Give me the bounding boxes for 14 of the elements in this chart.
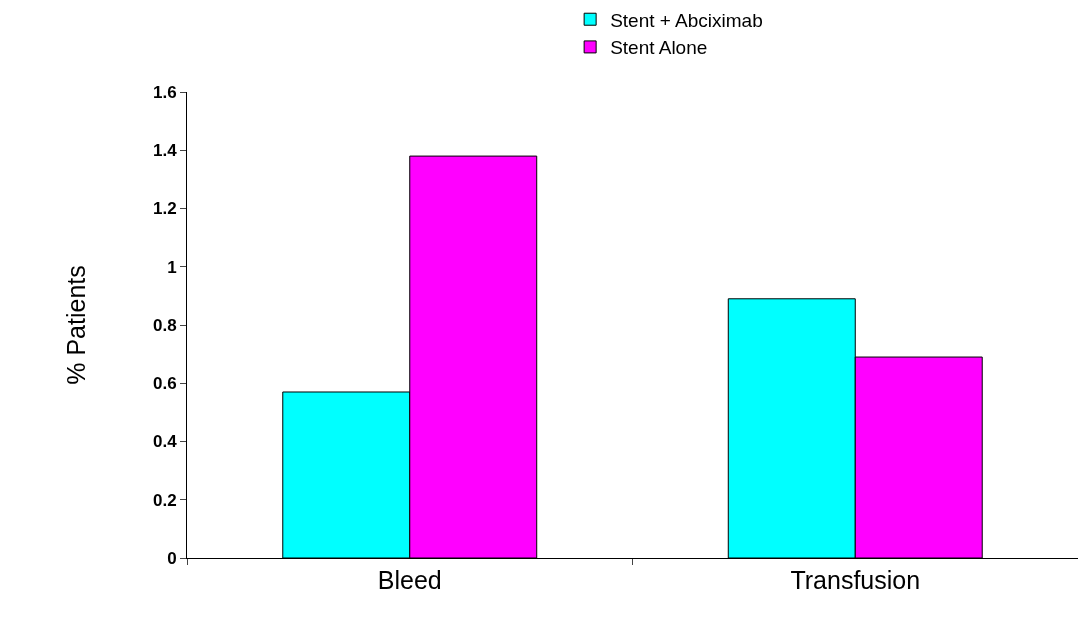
y-tick-label: 0.4	[152, 432, 178, 452]
legend-label: Stent + Abciximab	[610, 9, 763, 31]
y-tick-label: 0.8	[152, 315, 177, 335]
y-tick-label: 1.4	[152, 141, 178, 161]
y-tick-label: 0.6	[152, 374, 177, 394]
legend-label: Stent Alone	[610, 37, 708, 59]
y-tick-label: 1.6	[152, 82, 177, 102]
y-tick-label: 0.2	[152, 490, 177, 510]
x-tick-label: Transfusion	[790, 566, 921, 594]
x-tick-label: Bleed	[377, 566, 442, 594]
y-tick-label: 1	[167, 257, 177, 277]
y-tick-label: 1.2	[152, 199, 177, 219]
y-axis-title: % Patients	[61, 265, 90, 385]
y-tick-label: 0	[167, 548, 177, 568]
